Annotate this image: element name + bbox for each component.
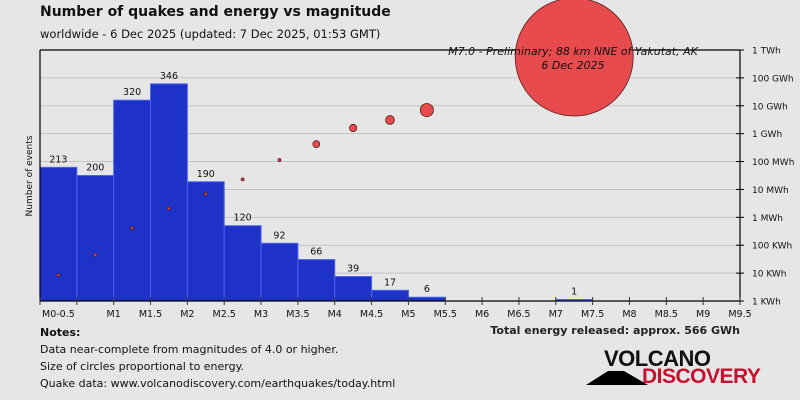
y2-tick-label: 1 TWh	[752, 47, 781, 57]
bar-label: 1	[571, 287, 577, 298]
x-tick-label: M3.5	[286, 309, 309, 320]
annotation-line2: 6 Dec 2025	[541, 59, 604, 72]
bar-label: 66	[310, 247, 322, 258]
y2-tick-label: 1 KWh	[752, 298, 781, 308]
bar	[113, 99, 152, 302]
x-tick-label: M5.5	[434, 309, 457, 320]
y2-tick-label: 100 KWh	[752, 242, 792, 252]
bar-label: 190	[197, 169, 215, 180]
y2-tick-label: 10 GWh	[752, 102, 788, 112]
x-tick-label: M1.5	[139, 309, 162, 320]
x-tick-label: M6.5	[507, 309, 530, 320]
y2-tick-label: 100 MWh	[752, 158, 794, 168]
x-tick-label: M0-0.5	[42, 309, 75, 320]
y-axis-label: Number of events	[25, 135, 35, 216]
bar-label: 39	[347, 264, 359, 275]
x-tick-label: M2	[180, 309, 194, 320]
x-tick-label: M9	[696, 309, 710, 320]
volcanodiscovery-logo: VOLCANO DISCOVERY	[586, 346, 761, 388]
total-energy: Total energy released: approx. 566 GWh	[490, 324, 740, 337]
x-tick-label: M1	[107, 309, 121, 320]
bar-label: 17	[384, 277, 396, 288]
bar-label: 200	[86, 163, 104, 174]
bar	[39, 166, 78, 302]
x-tick-label: M2.5	[213, 309, 236, 320]
chart-title: Number of quakes and energy vs magnitude	[40, 4, 391, 20]
note-line: Quake data: www.volcanodiscovery.com/ear…	[40, 377, 396, 390]
annotation: M7.0 - Preliminary; 88 km NNE of Yakutat…	[448, 45, 698, 72]
bar	[150, 83, 188, 302]
bar-label: 346	[160, 71, 178, 82]
logo-line1: VOLCANO	[604, 346, 711, 371]
bar-label: 120	[234, 213, 252, 224]
bar	[76, 175, 115, 302]
bar-labels: 213 200 320 346 190 120 92 66 39 17 6 1	[49, 71, 577, 298]
annotation-line1: M7.0 - Preliminary; 88 km NNE of Yakutat…	[448, 45, 698, 58]
bar	[260, 242, 299, 302]
chart-subtitle: worldwide - 6 Dec 2025 (updated: 7 Dec 2…	[40, 27, 381, 41]
y2-tick-label: 100 GWh	[752, 74, 794, 84]
x-tick-label: M4	[328, 309, 342, 320]
energy-circle	[56, 273, 61, 277]
y2-tick-label: 10 KWh	[752, 270, 787, 280]
notes: Notes: Data near-complete from magnitude…	[40, 324, 395, 392]
x-tick-label: M4.5	[360, 309, 383, 320]
y2-tick-label: 10 MWh	[752, 186, 789, 196]
energy-circle	[167, 206, 171, 211]
x-ticks: M0-0.5 M1 M1.5 M2 M2.5 M3 M3.5 M4 M4.5 M5 M5.5 M6 M6…	[39, 297, 752, 320]
bar-label: 6	[424, 284, 430, 295]
x-tick-label: M7	[549, 309, 563, 320]
bar-label: 92	[273, 230, 285, 241]
y2-tick-label: 1 GWh	[752, 130, 782, 140]
x-tick-label: M8	[622, 309, 636, 320]
bar	[297, 259, 336, 302]
logo-line2: DISCOVERY	[642, 365, 761, 388]
x-tick-label: M5	[401, 309, 415, 320]
energy-circle	[312, 140, 321, 149]
note-line: Data near-complete from magnitudes of 4.…	[40, 343, 339, 356]
note-line: Size of circles proportional to energy.	[40, 360, 245, 373]
energy-circle	[385, 115, 395, 125]
y2-tick-label: 1 MWh	[752, 214, 783, 224]
energy-circle	[203, 192, 208, 196]
bar	[371, 289, 409, 302]
energy-circle	[349, 123, 358, 133]
x-tick-label: M6	[475, 309, 489, 320]
energy-circles	[56, 0, 634, 277]
x-tick-label: M8.5	[655, 309, 678, 320]
energy-circle	[130, 226, 135, 231]
bar	[334, 276, 373, 302]
energy-circle	[240, 177, 245, 182]
notes-heading: Notes:	[40, 326, 81, 339]
bar-label: 320	[123, 87, 141, 98]
y2-ticks: 1 KWh 10 KWh 100 KWh 1 MWh 10 MWh 100 MWh 1 GW…	[736, 47, 794, 308]
x-tick-label: M9.5	[728, 309, 751, 320]
bars	[39, 83, 594, 302]
volcano-icon	[586, 371, 648, 385]
bar-label: 213	[49, 154, 67, 165]
x-tick-label: M3	[254, 309, 268, 320]
energy-circle	[277, 158, 282, 162]
bar	[223, 225, 262, 302]
energy-circle	[93, 252, 98, 257]
energy-circle	[514, 0, 634, 117]
energy-circle	[419, 103, 434, 118]
x-tick-label: M7.5	[581, 309, 604, 320]
bar	[186, 181, 225, 302]
